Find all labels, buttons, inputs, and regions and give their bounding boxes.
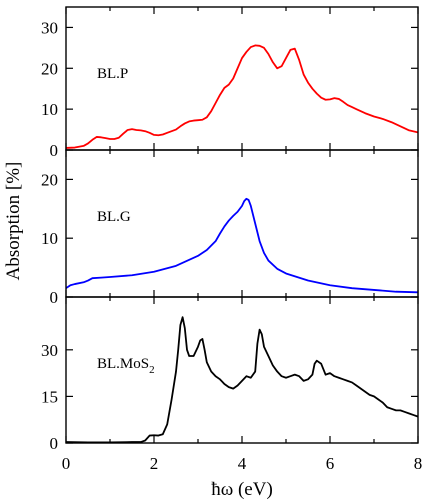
x-tick-label: 2 — [150, 454, 159, 473]
panel-label: BL.G — [97, 209, 131, 225]
y-tick-label: 20 — [41, 170, 58, 189]
y-tick-label: 0 — [50, 141, 59, 160]
x-tick-labels: 0 2 4 6 8 — [62, 454, 423, 473]
y-tick-label: 30 — [41, 18, 58, 37]
y-tick-label: 10 — [41, 100, 58, 119]
panel-0: 0 10 20 30 BL.P — [41, 6, 419, 160]
panel-label-subscript: 2 — [149, 364, 155, 376]
x-tick-label: 6 — [326, 454, 335, 473]
x-tick-label: 0 — [62, 454, 71, 473]
y-axis-title: Absorption [%] — [3, 162, 24, 281]
y-tick-label: 0 — [50, 288, 59, 307]
y-tick-label: 0 — [50, 434, 59, 453]
y-tick-label: 20 — [41, 59, 58, 78]
x-tick-label: 4 — [238, 454, 247, 473]
panel-label: BL.MoS2 — [97, 356, 155, 376]
series-line — [66, 316, 418, 443]
y-tick-label: 30 — [41, 341, 58, 360]
panel-label-text: BL.MoS — [97, 356, 149, 372]
series-line — [66, 197, 418, 294]
panel-label-text: BL.G — [97, 209, 131, 225]
y-tick-label: 10 — [41, 229, 58, 248]
panel-1: 0 10 20 BL.G — [41, 149, 419, 307]
panel-frame — [65, 296, 419, 444]
x-axis-title: ħω (eV) — [211, 479, 273, 500]
panel-2: 0 15 30 BL.MoS2 — [41, 296, 419, 453]
panel-label: BL.P — [97, 66, 128, 82]
series-line — [66, 44, 418, 149]
panel-label-text: BL.P — [97, 66, 128, 82]
y-tick-label: 15 — [41, 387, 58, 406]
x-tick-label: 8 — [414, 454, 423, 473]
